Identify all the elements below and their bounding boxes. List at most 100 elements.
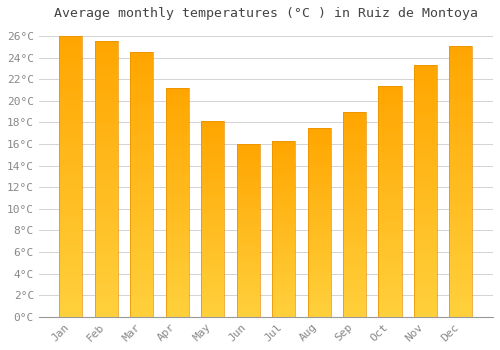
Bar — [414, 282, 437, 287]
Bar — [414, 161, 437, 166]
Bar — [236, 241, 260, 244]
Bar — [60, 204, 82, 210]
Bar — [450, 301, 472, 306]
Bar — [308, 150, 330, 154]
Bar — [450, 100, 472, 105]
Bar — [236, 144, 260, 147]
Bar — [272, 187, 295, 190]
Bar — [343, 112, 366, 116]
Bar — [450, 246, 472, 252]
Bar — [450, 89, 472, 94]
Bar — [272, 166, 295, 169]
Bar — [236, 158, 260, 161]
Bar — [378, 123, 402, 127]
Bar — [414, 246, 437, 251]
Bar — [378, 252, 402, 257]
Bar — [378, 136, 402, 141]
Bar — [343, 157, 366, 161]
Bar — [236, 151, 260, 154]
Bar — [60, 137, 82, 143]
Bar — [130, 121, 154, 126]
Bar — [201, 274, 224, 278]
Bar — [130, 169, 154, 174]
Bar — [414, 80, 437, 85]
Bar — [60, 227, 82, 233]
Bar — [130, 137, 154, 142]
Bar — [414, 96, 437, 100]
Bar — [378, 224, 402, 229]
Bar — [95, 163, 118, 168]
Bar — [95, 63, 118, 69]
Bar — [95, 135, 118, 141]
Bar — [450, 197, 472, 203]
Bar — [95, 75, 118, 80]
Bar — [95, 47, 118, 52]
Bar — [343, 145, 366, 149]
Bar — [236, 307, 260, 310]
Bar — [272, 218, 295, 222]
Bar — [414, 251, 437, 257]
Bar — [236, 189, 260, 192]
Bar — [236, 196, 260, 200]
Bar — [60, 120, 82, 126]
Bar — [308, 309, 330, 313]
Bar — [130, 89, 154, 94]
Bar — [95, 289, 118, 295]
Bar — [60, 244, 82, 250]
Bar — [130, 285, 154, 290]
Bar — [378, 86, 402, 317]
Bar — [130, 116, 154, 121]
Bar — [378, 132, 402, 136]
Bar — [95, 240, 118, 245]
Bar — [60, 199, 82, 204]
Bar — [236, 227, 260, 230]
Bar — [450, 122, 472, 127]
Bar — [343, 140, 366, 145]
Bar — [130, 132, 154, 137]
Bar — [343, 181, 366, 186]
Bar — [308, 132, 330, 135]
Bar — [343, 202, 366, 206]
Bar — [308, 139, 330, 143]
Bar — [378, 285, 402, 289]
Bar — [414, 307, 437, 312]
Bar — [201, 246, 224, 250]
Bar — [166, 143, 189, 147]
Bar — [166, 147, 189, 152]
Bar — [378, 187, 402, 192]
Bar — [201, 211, 224, 215]
Bar — [343, 128, 366, 132]
Bar — [308, 173, 330, 177]
Bar — [130, 306, 154, 312]
Bar — [378, 280, 402, 285]
Bar — [60, 255, 82, 261]
Bar — [201, 153, 224, 156]
Bar — [236, 193, 260, 196]
Bar — [166, 198, 189, 202]
Bar — [201, 219, 224, 223]
Bar — [60, 171, 82, 176]
Bar — [130, 259, 154, 264]
Bar — [60, 289, 82, 294]
Bar — [343, 296, 366, 300]
Bar — [130, 274, 154, 280]
Bar — [60, 154, 82, 160]
Bar — [166, 125, 189, 129]
Bar — [60, 176, 82, 182]
Bar — [343, 309, 366, 313]
Bar — [378, 247, 402, 252]
Bar — [343, 300, 366, 304]
Bar — [414, 206, 437, 211]
Bar — [272, 197, 295, 201]
Bar — [343, 288, 366, 292]
Bar — [60, 132, 82, 137]
Bar — [343, 161, 366, 165]
Bar — [414, 75, 437, 80]
Bar — [272, 274, 295, 278]
Bar — [378, 206, 402, 210]
Bar — [343, 259, 366, 264]
Bar — [414, 276, 437, 282]
Bar — [343, 218, 366, 223]
Bar — [201, 266, 224, 270]
Bar — [308, 268, 330, 272]
